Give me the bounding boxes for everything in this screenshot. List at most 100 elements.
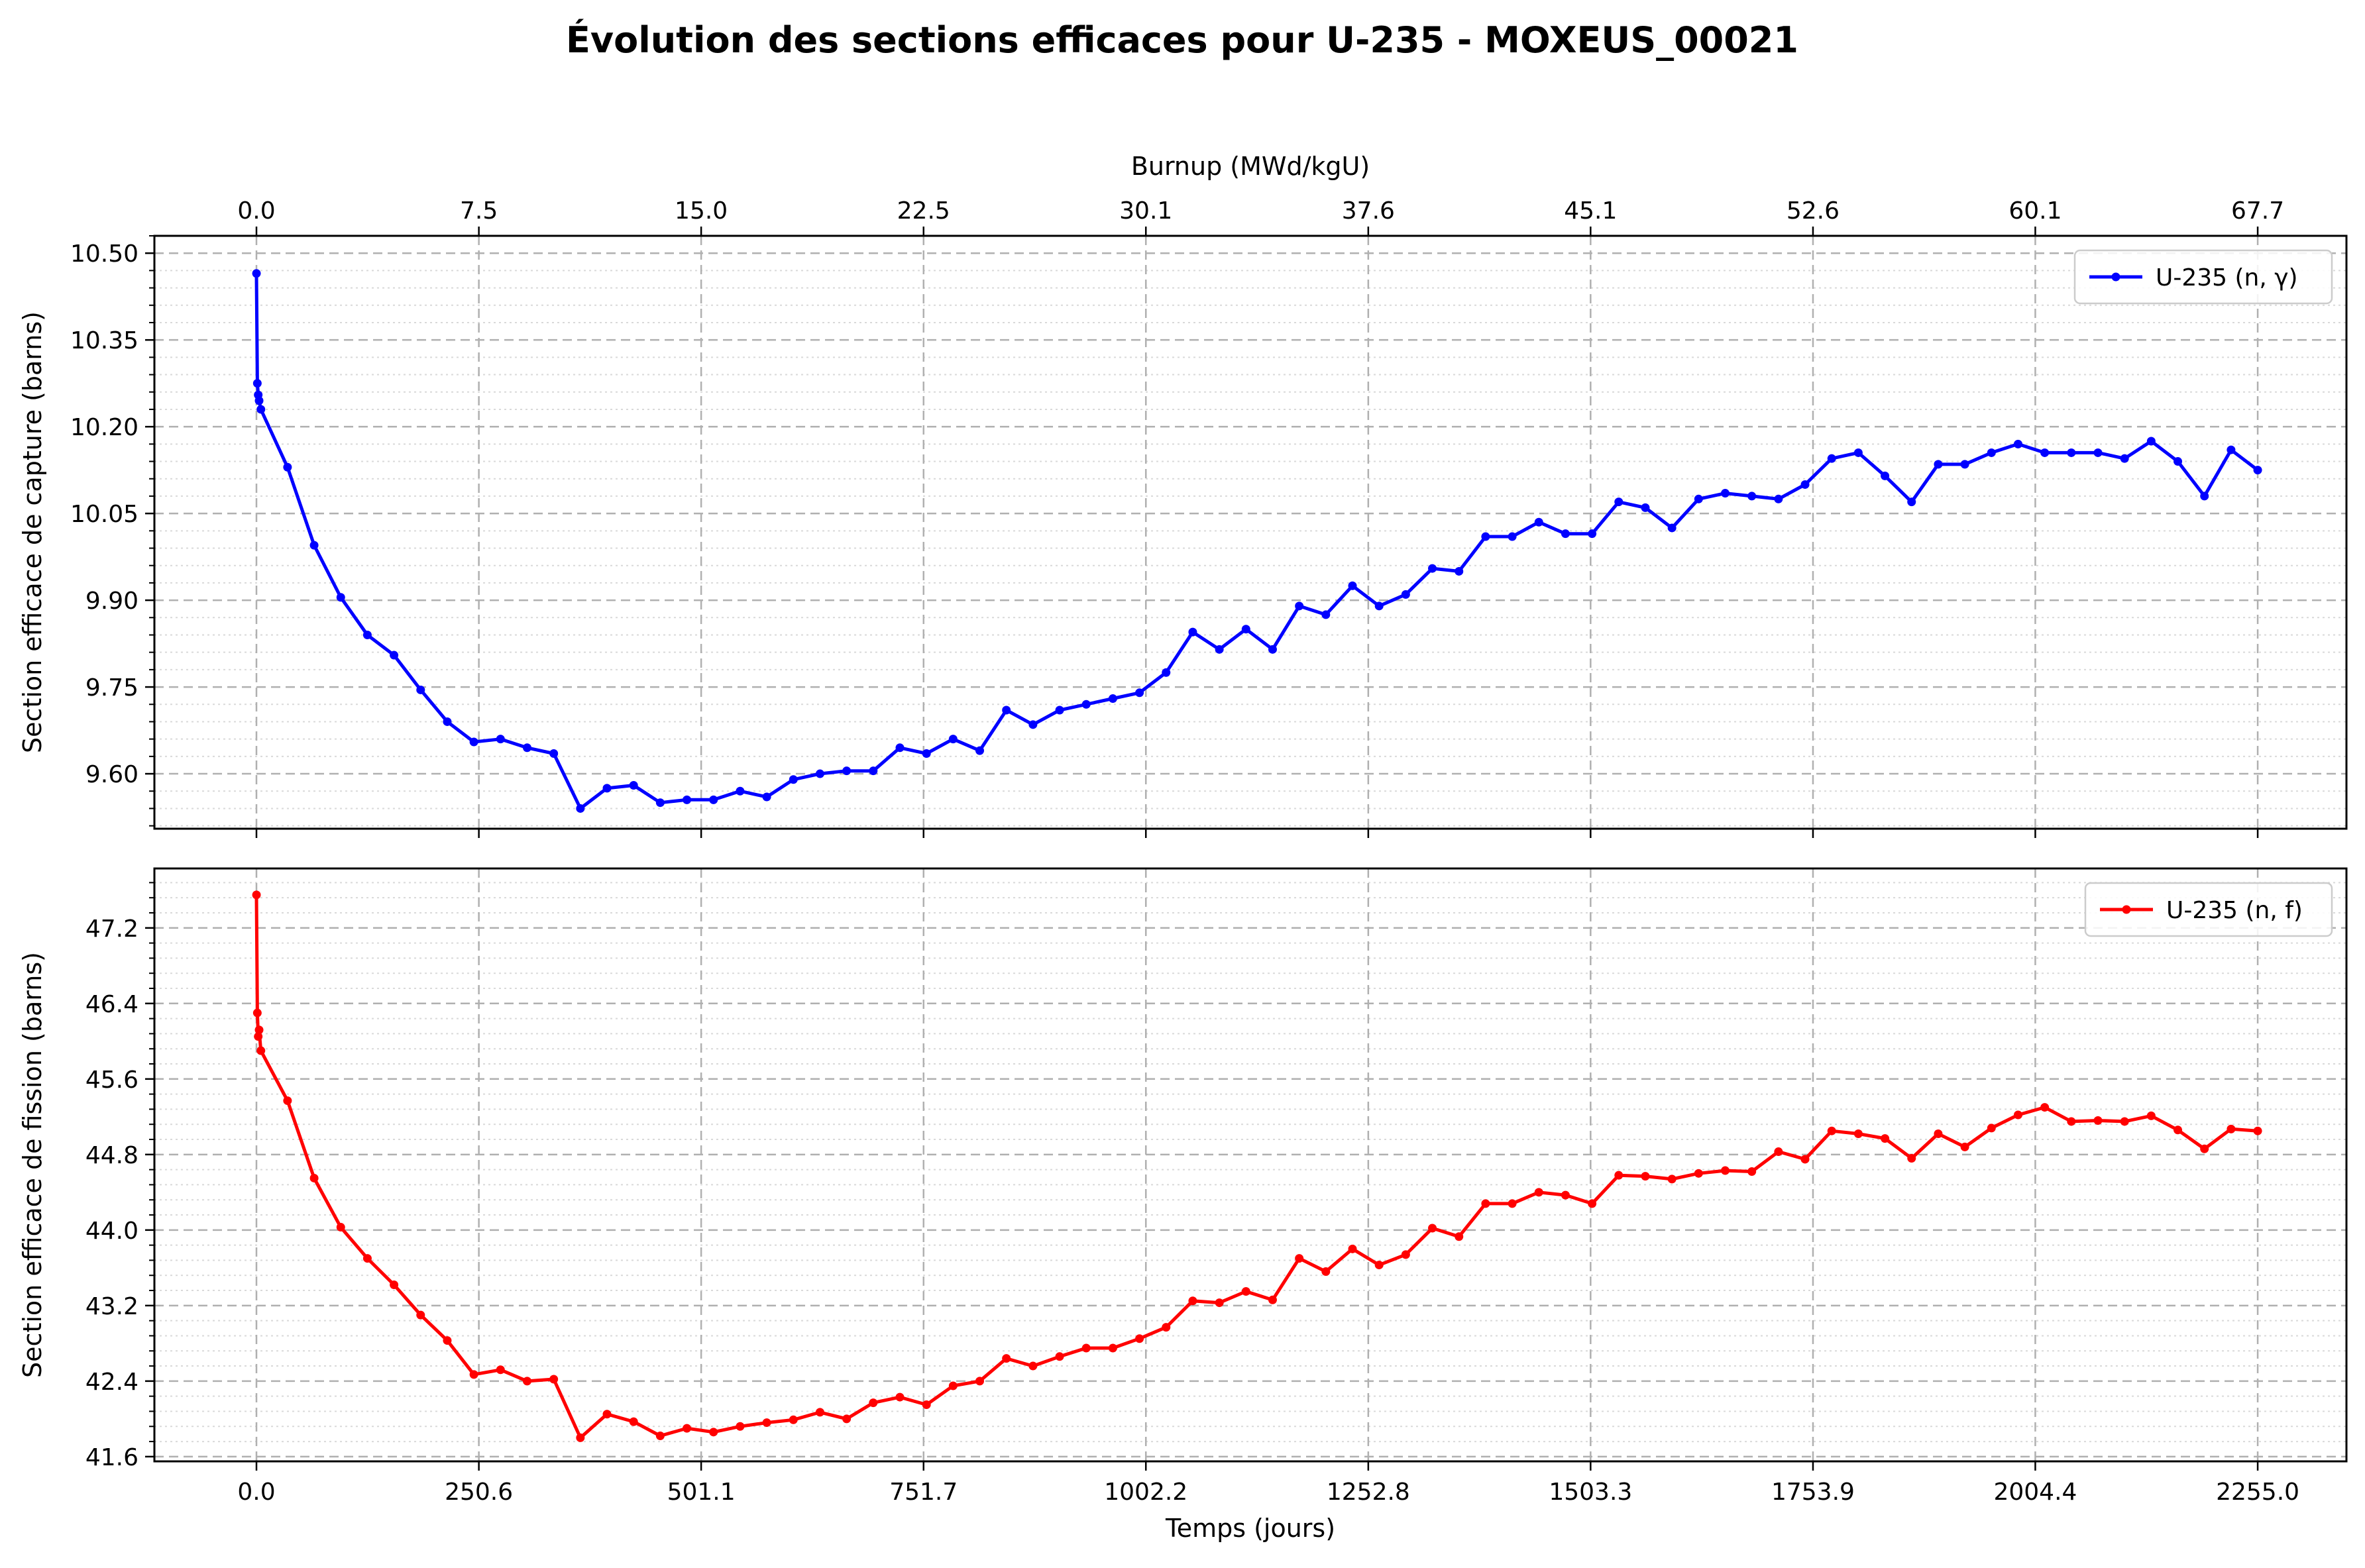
data-point	[602, 1410, 612, 1419]
data-point	[390, 651, 399, 660]
data-point	[2253, 466, 2262, 475]
legend-box	[2084, 882, 2333, 937]
data-point	[736, 1422, 745, 1431]
data-point	[1853, 448, 1863, 457]
data-point	[1295, 1254, 1304, 1263]
data-point	[1162, 1323, 1171, 1332]
top-tick-label: 37.6	[1342, 197, 1395, 225]
data-point	[2067, 448, 2076, 457]
x-tick-label: 1002.2	[1104, 1479, 1187, 1506]
legend-label: U-235 (n, γ)	[2156, 264, 2298, 291]
legend-label: U-235 (n, f)	[2166, 897, 2303, 924]
data-point	[602, 784, 612, 793]
data-point	[416, 1310, 425, 1320]
top-tick-label: 22.5	[897, 197, 950, 225]
data-point	[789, 1415, 798, 1424]
data-point	[975, 1377, 985, 1386]
data-point	[254, 1032, 263, 1041]
data-point	[1721, 489, 1730, 498]
y-tick-label: 42.4	[85, 1369, 138, 1396]
data-point	[1268, 645, 1277, 654]
x-tick-label: 1252.8	[1327, 1479, 1410, 1506]
y-tick-label: 9.90	[85, 588, 138, 615]
top-tick-label: 0.0	[237, 197, 275, 225]
legend-marker	[2122, 905, 2131, 914]
y-tick-label: 44.0	[85, 1218, 138, 1245]
data-point	[252, 379, 262, 388]
data-point	[1747, 1167, 1757, 1176]
data-point	[1348, 1244, 1357, 1253]
data-point	[1667, 1175, 1677, 1184]
data-point	[709, 795, 718, 804]
data-point	[629, 781, 638, 790]
top-tick-label: 52.6	[1787, 197, 1840, 225]
data-point	[2253, 1126, 2262, 1135]
data-point	[922, 1400, 931, 1409]
data-point	[2093, 448, 2103, 457]
top-tick-label: 45.1	[1564, 197, 1617, 225]
data-point	[1960, 460, 1969, 469]
data-point	[1534, 1188, 1543, 1197]
data-point	[1853, 1129, 1863, 1138]
data-point	[2200, 492, 2209, 501]
data-point	[1295, 601, 1304, 611]
data-point	[254, 1025, 264, 1035]
x-tick-label: 2004.4	[1993, 1479, 2077, 1506]
data-point	[522, 743, 531, 753]
data-point	[1508, 532, 1517, 541]
data-point	[842, 1414, 852, 1424]
data-point	[1135, 1334, 1144, 1343]
y-tick-label: 10.05	[70, 501, 138, 528]
data-point	[1747, 492, 1757, 501]
data-point	[1455, 566, 1464, 576]
top-tick-label: 67.7	[2231, 197, 2284, 225]
data-point	[2227, 1124, 2236, 1133]
data-point	[1694, 1169, 1703, 1178]
data-point	[2013, 439, 2022, 448]
data-point	[736, 786, 745, 796]
data-point	[1188, 1296, 1197, 1306]
data-point	[1800, 1155, 1810, 1164]
data-point	[2173, 1125, 2183, 1135]
chart-title: Évolution des sections efficaces pour U-…	[566, 19, 1798, 61]
data-point	[469, 737, 478, 747]
data-point	[1321, 610, 1331, 619]
data-point	[683, 795, 692, 804]
data-point	[576, 804, 585, 813]
data-point	[283, 1096, 292, 1106]
data-point	[1428, 564, 1437, 573]
y-tick-label: 44.8	[85, 1142, 138, 1169]
data-point	[1907, 497, 1916, 507]
data-point	[1241, 1286, 1250, 1296]
y-tick-label: 10.35	[70, 327, 138, 354]
y-tick-label: 10.50	[70, 240, 138, 268]
data-point	[2040, 1103, 2050, 1112]
data-point	[309, 1173, 319, 1182]
data-point	[948, 1381, 958, 1390]
data-point	[762, 1418, 771, 1428]
top-tick-label: 15.0	[675, 197, 728, 225]
data-point	[1401, 590, 1410, 599]
data-point	[1055, 706, 1064, 715]
data-point	[2040, 448, 2050, 457]
top-axis-label: Burnup (MWd/kgU)	[1131, 152, 1370, 181]
data-point	[1135, 688, 1144, 698]
data-point	[1374, 601, 1384, 611]
data-point	[1588, 1199, 1597, 1208]
data-point	[1800, 480, 1810, 489]
data-point	[1428, 1224, 1437, 1233]
data-point	[1881, 1134, 1890, 1143]
data-point	[443, 717, 452, 726]
data-point	[252, 1008, 262, 1018]
data-point	[1960, 1142, 1969, 1151]
data-point	[1162, 668, 1171, 677]
top-tick-label: 60.1	[2008, 197, 2062, 225]
capture-panel: 9.60 9.75 9.90 10.05 10.20 10.35 10.50 0.0 7.5 15…	[18, 152, 2348, 838]
data-point	[1481, 1199, 1490, 1208]
data-point	[252, 269, 261, 278]
data-point	[1987, 1124, 1996, 1133]
data-point	[390, 1280, 399, 1289]
data-point	[655, 1432, 665, 1441]
data-point	[576, 1433, 585, 1442]
